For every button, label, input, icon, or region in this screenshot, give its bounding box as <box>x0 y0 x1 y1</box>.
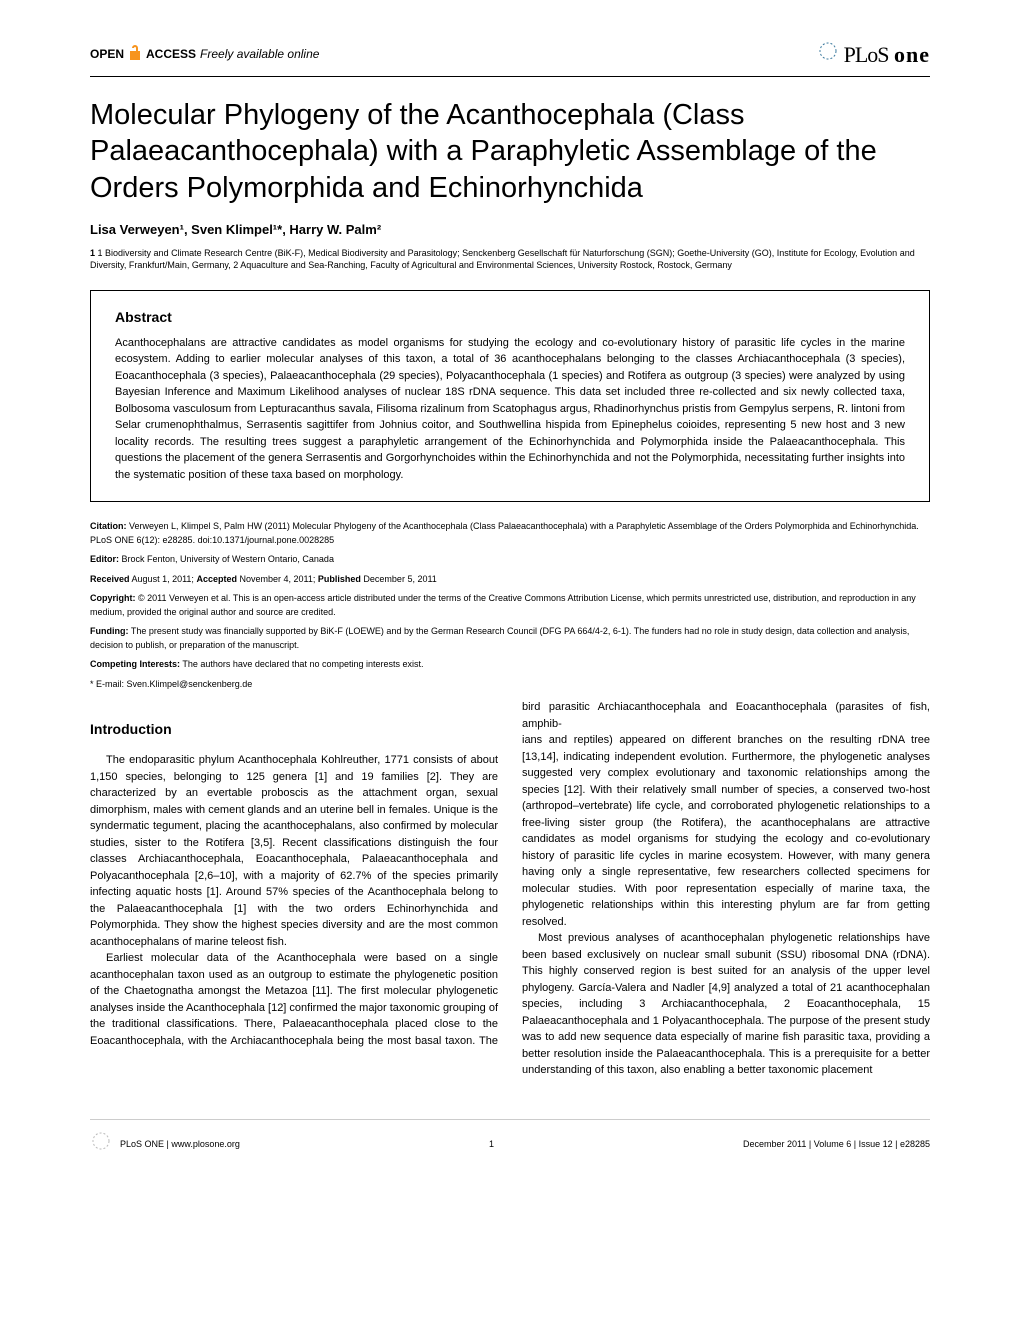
open-label: OPEN <box>90 47 124 61</box>
citation-label: Citation: <box>90 521 127 531</box>
editor-row: Editor: Brock Fenton, University of West… <box>90 553 930 567</box>
funding-row: Funding: The present study was financial… <box>90 625 930 652</box>
tagline: Freely available online <box>200 47 319 61</box>
article-meta: Citation: Verweyen L, Klimpel S, Palm HW… <box>90 520 930 691</box>
competing-text: The authors have declared that no compet… <box>182 659 423 669</box>
funding-label: Funding: <box>90 626 128 636</box>
logo-one: one <box>894 42 930 67</box>
header-bar: OPEN ACCESS Freely available online PLoS… <box>90 40 930 77</box>
affiliations: 1 1 Biodiversity and Climate Research Ce… <box>90 247 930 272</box>
funding-text: The present study was financially suppor… <box>90 626 909 650</box>
author-list: Lisa Verweyen¹, Sven Klimpel¹*, Harry W.… <box>90 222 930 237</box>
body-columns: Introduction The endoparasitic phylum Ac… <box>90 699 930 1079</box>
intro-heading: Introduction <box>90 719 498 740</box>
citation-row: Citation: Verweyen L, Klimpel S, Palm HW… <box>90 520 930 547</box>
logo-ring-icon <box>817 46 844 66</box>
footer-journal: PLoS ONE | www.plosone.org <box>120 1139 240 1149</box>
received-date: August 1, 2011; <box>132 574 194 584</box>
footer-page: 1 <box>489 1139 494 1149</box>
abstract-heading: Abstract <box>115 309 905 325</box>
article-title: Molecular Phylogeny of the Acanthocephal… <box>90 97 930 206</box>
footer-left: PLoS ONE | www.plosone.org <box>90 1130 240 1158</box>
copyright-label: Copyright: <box>90 593 136 603</box>
body-p1: The endoparasitic phylum Acanthocephala … <box>90 752 498 950</box>
accepted-label: Accepted <box>196 574 237 584</box>
email-text: Sven.Klimpel@senckenberg.de <box>127 679 253 689</box>
published-label: Published <box>318 574 361 584</box>
citation-text: Verweyen L, Klimpel S, Palm HW (2011) Mo… <box>90 521 919 545</box>
abstract-box: Abstract Acanthocephalans are attractive… <box>90 290 930 503</box>
copyright-text: © 2011 Verweyen et al. This is an open-a… <box>90 593 916 617</box>
email-label: * E-mail: <box>90 679 124 689</box>
email-row: * E-mail: Sven.Klimpel@senckenberg.de <box>90 678 930 692</box>
editor-text: Brock Fenton, University of Western Onta… <box>122 554 334 564</box>
received-label: Received <box>90 574 130 584</box>
lock-open-icon <box>128 43 142 66</box>
abstract-text: Acanthocephalans are attractive candidat… <box>115 335 905 484</box>
logo-plos: PLoS <box>844 42 889 67</box>
published-date: December 5, 2011 <box>363 574 436 584</box>
body-p3: ians and reptiles) appeared on different… <box>522 732 930 930</box>
page-footer: PLoS ONE | www.plosone.org 1 December 20… <box>90 1119 930 1158</box>
dates-row: Received August 1, 2011; Accepted Novemb… <box>90 573 930 587</box>
affiliation-text: 1 Biodiversity and Climate Research Cent… <box>90 248 915 271</box>
plos-one-logo: PLoS one <box>817 40 930 68</box>
open-access-badge: OPEN ACCESS Freely available online <box>90 43 319 66</box>
competing-label: Competing Interests: <box>90 659 180 669</box>
footer-issue: December 2011 | Volume 6 | Issue 12 | e2… <box>743 1139 930 1149</box>
copyright-row: Copyright: © 2011 Verweyen et al. This i… <box>90 592 930 619</box>
editor-label: Editor: <box>90 554 119 564</box>
accepted-date: November 4, 2011; <box>239 574 315 584</box>
footer-ring-icon <box>90 1130 112 1158</box>
body-p4: Most previous analyses of acanthocephala… <box>522 930 930 1079</box>
competing-row: Competing Interests: The authors have de… <box>90 658 930 672</box>
access-label: ACCESS <box>146 47 196 61</box>
